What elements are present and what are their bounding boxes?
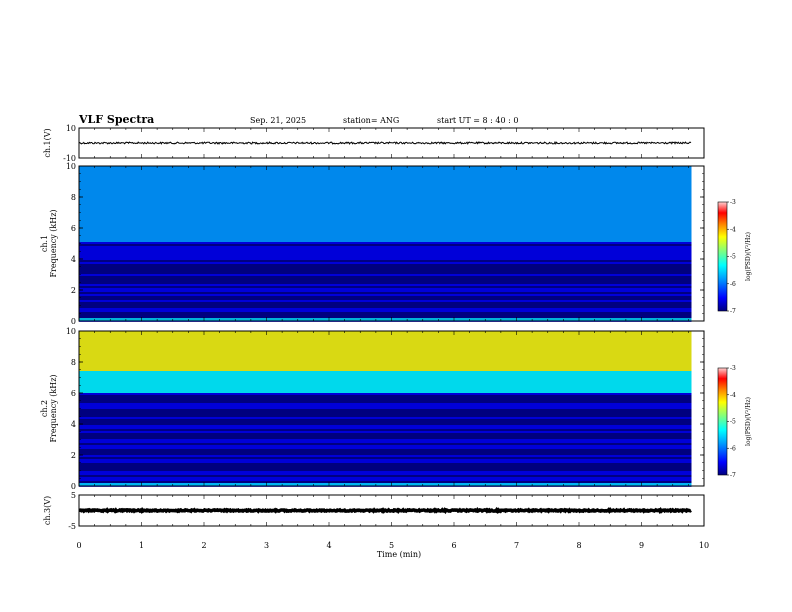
colorbar-tick-label: -6 [730, 281, 736, 288]
x-tick-label: 2 [201, 541, 206, 550]
x-tick-label: 4 [326, 541, 331, 550]
colorbar-tick-label: -4 [730, 392, 736, 399]
colorbar-label: log(PSD)(V²/Hz) [745, 232, 752, 281]
colorbar-label: log(PSD)(V²/Hz) [745, 397, 752, 446]
y-axis-label-line: ch.1 [40, 235, 49, 252]
y-axis-label-line: Frequency (kHz) [49, 374, 58, 442]
x-tick-label: 9 [639, 541, 644, 550]
x-tick-label: 6 [451, 541, 456, 550]
y-tick-label: 0 [71, 317, 76, 326]
colorbar-tick-label: -6 [730, 445, 736, 452]
y-axis-label-line: Frequency (kHz) [49, 209, 58, 277]
x-tick-label: 5 [389, 541, 394, 550]
colorbar-tick-label: -3 [730, 365, 736, 372]
colorbar-tick-label: -7 [730, 308, 736, 315]
waveform-trace [79, 506, 692, 515]
station-label: station= ANG [343, 116, 399, 125]
y-tick-label: 6 [71, 224, 76, 233]
spectrogram-image [79, 331, 692, 487]
x-tick-label: 1 [139, 541, 144, 550]
ch1-colorbar: -3 -4 -5 -6 -7 log(PSD)(V²/Hz) [717, 199, 752, 315]
y-axis-label: ch.3(V) [43, 496, 52, 525]
colorbar-tick-label: -7 [730, 472, 736, 479]
start-time-label: start UT = 8 : 40 : 0 [437, 116, 518, 125]
y-tick-label: 4 [71, 255, 76, 264]
ch2-spectrogram-panel: 0 2 4 6 8 10 ch.2 Frequency (kHz) [40, 327, 705, 491]
y-tick-label: 5 [71, 491, 76, 500]
y-axis-label: ch.2 Frequency (kHz) [40, 374, 58, 442]
y-tick-label: 8 [71, 358, 76, 367]
colorbar-tick-label: -5 [730, 419, 736, 426]
y-axis-label: ch.1(V) [43, 128, 52, 157]
colorbar-tick-label: -5 [730, 254, 736, 261]
time-axis: 0 1 2 3 4 5 6 7 8 9 10 [76, 541, 709, 550]
ch1-waveform-panel: 10 -10 ch.1(V) [43, 124, 705, 163]
figure-title: VLF Spectra [78, 113, 154, 126]
ch3-waveform-panel: 5 -5 ch.3(V) [43, 491, 705, 531]
spectrogram-image [79, 166, 692, 322]
y-axis-label-line: ch.1(V) [43, 128, 52, 157]
y-axis-label: ch.1 Frequency (kHz) [40, 209, 58, 277]
x-tick-label: 7 [514, 541, 519, 550]
y-axis-label-line: ch.3(V) [43, 496, 52, 525]
y-tick-label: -5 [68, 522, 76, 531]
x-tick-label: 3 [264, 541, 269, 550]
y-tick-label: 2 [71, 451, 76, 460]
colorbar-scale [717, 201, 728, 312]
ch2-colorbar: -3 -4 -5 -6 -7 log(PSD)(V²/Hz) [717, 365, 752, 479]
x-axis-label: Time (min) [377, 550, 421, 559]
x-tick-label: 8 [576, 541, 581, 550]
colorbar-tick-label: -4 [730, 226, 736, 233]
y-tick-label: 10 [66, 327, 76, 336]
colorbar-scale [717, 367, 728, 476]
date-label: Sep. 21, 2025 [250, 116, 306, 125]
y-tick-label: 10 [66, 162, 76, 171]
x-tick-label: 0 [76, 541, 81, 550]
y-axis-label-line: ch.2 [40, 400, 49, 417]
ch1-spectrogram-panel: 0 2 4 6 8 10 ch.1 Frequency (kHz) [40, 162, 705, 326]
y-tick-label: 10 [66, 124, 76, 133]
y-tick-label: 4 [71, 420, 76, 429]
y-tick-label: -10 [63, 154, 76, 163]
x-tick-label: 10 [699, 541, 709, 550]
y-tick-label: 2 [71, 286, 76, 295]
y-tick-label: 8 [71, 193, 76, 202]
y-tick-label: 6 [71, 389, 76, 398]
waveform-trace [78, 140, 692, 145]
colorbar-tick-label: -3 [730, 199, 736, 206]
y-tick-label: 0 [71, 482, 76, 491]
